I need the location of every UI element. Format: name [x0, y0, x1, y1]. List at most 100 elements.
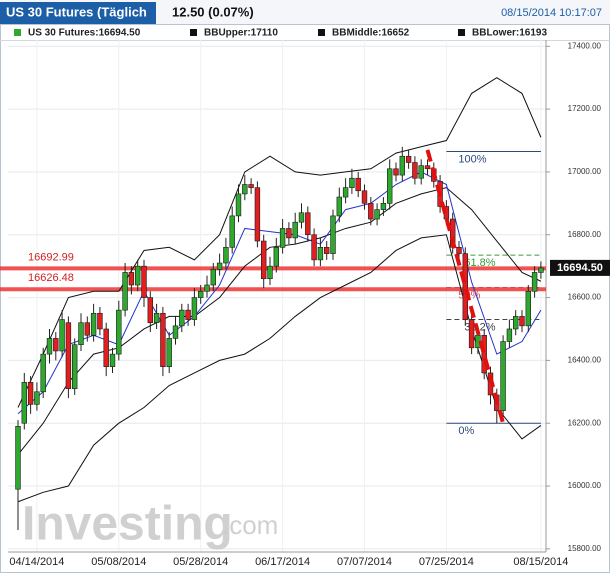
candle-body — [342, 187, 349, 198]
fib-label: 0% — [458, 425, 474, 437]
candle-body — [46, 338, 53, 355]
candle-body — [248, 184, 254, 188]
candle-body — [172, 325, 179, 339]
candle-body — [128, 272, 135, 286]
legend-entry: US 30 Futures:16694.50 — [28, 28, 141, 39]
candle-body — [531, 272, 538, 292]
candle-body — [109, 353, 116, 367]
candle-body — [84, 322, 91, 336]
plot: US 30 Futures:16694.50 BBUpper:17110 BBMid… — [0, 28, 610, 568]
fib-label: 61.8% — [464, 257, 495, 269]
title-tab[interactable] — [0, 2, 156, 24]
legend-swatch — [190, 29, 197, 36]
candle-body — [229, 215, 235, 248]
candle-body — [418, 165, 424, 179]
candle-body — [179, 309, 185, 327]
change: 12.50 (0.07%) — [172, 4, 254, 19]
candle-body — [216, 262, 223, 270]
candle-body — [525, 290, 532, 327]
candle-body — [519, 316, 525, 327]
candle-body — [267, 265, 273, 280]
candle-body — [355, 177, 361, 192]
candle-body — [122, 272, 128, 311]
candle-body — [424, 165, 431, 170]
support-level-label: 16692.99 — [28, 251, 74, 263]
y-tick-label: 16600.00 — [568, 293, 602, 302]
candle-body — [242, 184, 248, 195]
title: US 30 Futures (Täglich — [6, 4, 147, 19]
candle-body — [336, 196, 342, 217]
candle-body — [147, 297, 153, 323]
y-tick-label: 17400.00 — [568, 41, 602, 50]
candle-body — [204, 284, 210, 292]
x-tick-label: 05/28/2014 — [173, 556, 228, 568]
candle-body — [254, 187, 261, 242]
candle-body — [468, 319, 475, 349]
candle-body — [412, 162, 418, 179]
x-tick-label: 05/08/2014 — [91, 556, 146, 568]
legend-entry: BBUpper:17110 — [204, 28, 278, 39]
legend-entry: BBLower:16193 — [472, 28, 547, 39]
watermark-suffix: .com — [222, 510, 278, 540]
candle-body — [279, 228, 286, 248]
candle-body — [65, 322, 72, 389]
candle-body — [361, 190, 368, 204]
candle-body — [323, 247, 330, 254]
candle-body — [34, 391, 40, 405]
candle-body — [538, 267, 544, 273]
candle-body — [53, 338, 59, 352]
candle-body — [330, 215, 336, 254]
x-tick-label: 04/14/2014 — [9, 556, 64, 568]
x-tick-label: 07/07/2014 — [337, 556, 392, 568]
candle-body — [374, 209, 380, 220]
timestamp: 08/15/2014 10:17:07 — [501, 7, 602, 19]
legend-entry: BBMiddle:16652 — [332, 28, 410, 39]
y-tick-label: 16200.00 — [568, 418, 602, 427]
candle-body — [90, 312, 97, 336]
last-price-tag — [550, 259, 610, 276]
candle-body — [40, 353, 46, 393]
candle-body — [512, 316, 519, 330]
y-tick-label: 17000.00 — [568, 167, 602, 176]
candle-body — [481, 334, 487, 374]
y-tick-label: 17200.00 — [568, 104, 602, 113]
candle-body — [399, 155, 405, 176]
y-tick-label: 16000.00 — [568, 481, 602, 490]
candle-body — [191, 297, 198, 320]
candle-body — [21, 382, 27, 424]
candle-body — [59, 319, 65, 352]
candle-body — [116, 309, 122, 355]
candle-body — [223, 247, 229, 264]
candle-body — [298, 212, 305, 223]
candle-body — [97, 312, 103, 330]
candle-body — [286, 228, 292, 239]
candle-body — [393, 168, 399, 176]
candle-body — [462, 253, 468, 320]
candle-body — [349, 177, 355, 188]
candle-body — [166, 338, 172, 367]
candle-body — [72, 344, 78, 389]
y-tick-label: 15800.00 — [568, 544, 602, 553]
candle-body — [103, 328, 109, 367]
bb-lower — [17, 234, 542, 503]
y-tick-label: 16800.00 — [568, 230, 602, 239]
last-price-label: 16694.50 — [557, 262, 603, 274]
legend-swatch — [14, 29, 21, 36]
candle-body — [311, 234, 317, 261]
candle-body — [292, 221, 298, 239]
candle-body — [380, 203, 387, 210]
candle-body — [160, 312, 166, 367]
candle-body — [27, 382, 34, 405]
legend-swatch — [318, 29, 325, 36]
candle-body — [405, 155, 412, 163]
candle-body — [135, 265, 141, 286]
candle-body — [78, 322, 84, 345]
candle-body — [273, 247, 279, 267]
candle-body — [506, 328, 513, 342]
candle-body — [15, 426, 21, 490]
candle-body — [210, 269, 216, 286]
candle-body — [500, 341, 506, 411]
x-tick-label: 08/15/2014 — [513, 556, 568, 568]
